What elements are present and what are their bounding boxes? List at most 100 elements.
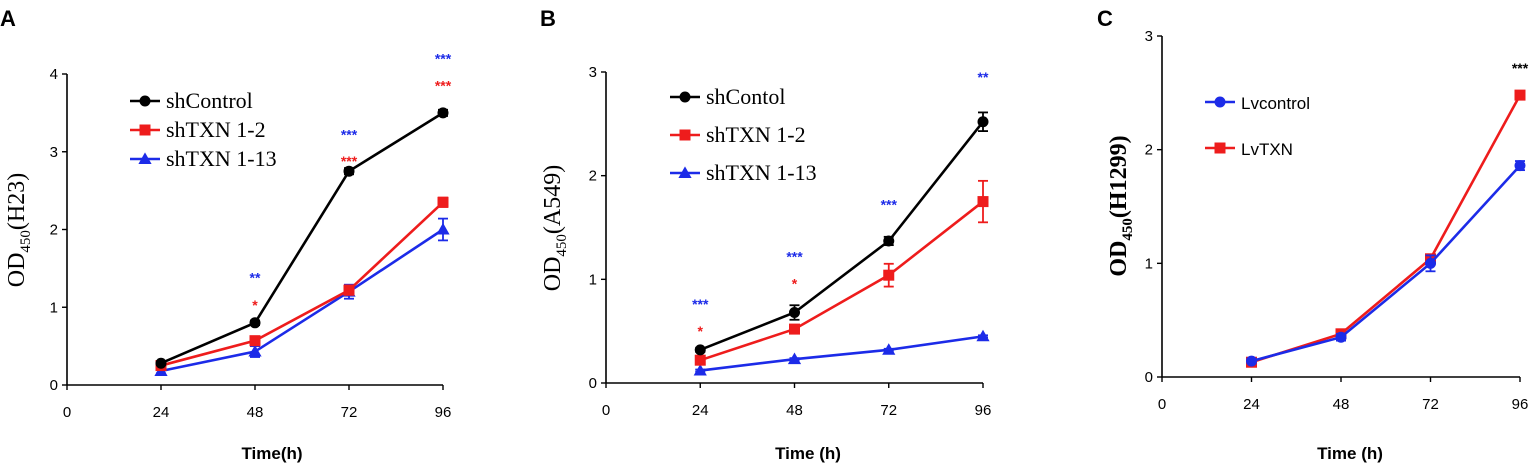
significance-marker: *** xyxy=(435,78,452,94)
series-shtxn-1-2 xyxy=(155,196,449,372)
legend-item: shTXN 1-13 xyxy=(130,146,277,171)
significance-marker: * xyxy=(698,323,704,339)
significance-marker: * xyxy=(792,275,798,291)
y-tick-label: 1 xyxy=(1145,255,1153,272)
legend-marker xyxy=(1214,142,1226,154)
data-point xyxy=(693,363,707,376)
data-point xyxy=(694,354,706,366)
x-tick-label: 72 xyxy=(341,404,358,421)
legend-label: shTXN 1-13 xyxy=(706,160,817,185)
x-axis-label: Time(h) xyxy=(241,444,302,463)
significance-marker: *** xyxy=(692,296,709,312)
series-shtxn-1-13 xyxy=(154,217,450,376)
panel-letter-b: B xyxy=(540,6,556,31)
data-point xyxy=(694,344,706,356)
data-point xyxy=(883,235,895,247)
x-tick-label: 96 xyxy=(435,404,452,421)
significance-marker: *** xyxy=(341,153,358,169)
legend-marker xyxy=(138,152,152,164)
data-point xyxy=(155,357,167,369)
data-point xyxy=(437,196,449,208)
legend-label: shContol xyxy=(706,84,785,109)
legend: shControl shTXN 1-2 shTXN 1-13 xyxy=(130,88,277,171)
legend-marker xyxy=(679,91,691,103)
data-point xyxy=(883,269,895,281)
series-shtxn-1-13 xyxy=(693,329,990,376)
significance-marker: *** xyxy=(786,249,803,265)
x-tick-label: 48 xyxy=(247,404,264,421)
legend-marker xyxy=(1214,96,1226,108)
significance-marker: *** xyxy=(435,50,452,66)
y-axis-label: OD450(H23) xyxy=(4,173,34,288)
legend-item: LvTXN xyxy=(1205,140,1293,159)
series-line xyxy=(160,111,444,365)
y-axis-label: OD450(A549) xyxy=(540,165,570,292)
panel-letter-a: A xyxy=(0,6,16,31)
legend-marker xyxy=(678,166,692,178)
y-axis-label-sub: 450 xyxy=(1120,218,1136,241)
legend-label: LvTXN xyxy=(1241,140,1293,159)
legend-item: shTXN 1-2 xyxy=(130,117,266,142)
legend-item: shTXN 1-2 xyxy=(670,122,806,147)
legend-item: shTXN 1-13 xyxy=(670,160,817,185)
legend: Lvcontrol LvTXN xyxy=(1205,94,1310,159)
panel-letter-c: C xyxy=(1097,6,1113,31)
panel-b: B 0 1 2 3 0 24 48 72 96 Time (h) OD450(A549) shCont… xyxy=(540,6,991,463)
legend-label: shTXN 1-2 xyxy=(706,122,806,147)
legend-item: shControl xyxy=(130,88,253,113)
x-tick-label: 0 xyxy=(602,402,610,419)
significance-marker: *** xyxy=(341,127,358,143)
x-tick-label: 48 xyxy=(786,402,803,419)
y-tick-label: 2 xyxy=(589,168,597,185)
y-axis-label-suffix: (A549) xyxy=(540,165,566,234)
data-point xyxy=(789,323,800,335)
data-point xyxy=(1514,89,1526,101)
y-tick-label: 0 xyxy=(589,375,597,392)
legend-marker xyxy=(679,129,691,141)
series-line xyxy=(1251,94,1522,364)
y-tick-label: 4 xyxy=(50,66,58,83)
x-tick-label: 24 xyxy=(692,402,709,419)
data-point xyxy=(1335,331,1347,343)
data-point xyxy=(1514,160,1526,172)
legend-label: shTXN 1-2 xyxy=(166,117,266,142)
significance-marker: ** xyxy=(250,270,261,286)
data-point xyxy=(787,352,802,365)
data-point xyxy=(249,335,261,347)
panel-c: C 0 1 2 3 0 24 48 72 96 Time (h) OD450(H1299) Lvcon… xyxy=(1097,6,1529,463)
y-tick-label: 2 xyxy=(50,222,58,239)
series-lvtxn xyxy=(1246,89,1526,368)
data-point xyxy=(977,196,989,208)
legend: shContol shTXN 1-2 shTXN 1-13 xyxy=(670,84,817,185)
data-point xyxy=(789,307,800,319)
legend-item: shContol xyxy=(670,84,785,109)
series-shtxn-1-2 xyxy=(694,179,989,366)
data-point xyxy=(1246,355,1257,367)
legend-label: shTXN 1-13 xyxy=(166,146,277,171)
y-axis-label-main: OD xyxy=(1106,241,1132,277)
data-point xyxy=(976,329,990,342)
panel-a: A 0 1 2 3 4 0 24 48 72 96 Time(h) OD450(H23) shContr… xyxy=(0,6,452,463)
series-line xyxy=(700,335,984,372)
x-tick-label: 0 xyxy=(63,404,71,421)
y-axis-label-suffix: (H23) xyxy=(4,173,30,230)
y-axis-label-main: OD xyxy=(4,253,30,288)
data-point xyxy=(882,343,896,355)
series-line xyxy=(1251,164,1521,363)
x-tick-label: 72 xyxy=(880,402,897,419)
data-point xyxy=(249,317,261,329)
legend-label: shControl xyxy=(166,88,253,113)
series-lvcontrol xyxy=(1246,160,1526,367)
legend-marker xyxy=(139,124,151,136)
significance-marker: *** xyxy=(1512,60,1529,76)
data-point xyxy=(343,284,355,296)
data-point xyxy=(977,116,989,128)
y-tick-label: 2 xyxy=(1145,142,1153,159)
x-tick-label: 48 xyxy=(1333,396,1350,413)
x-tick-label: 96 xyxy=(1512,396,1529,413)
y-tick-label: 1 xyxy=(589,271,597,288)
x-axis-label: Time (h) xyxy=(775,444,841,463)
data-point xyxy=(248,344,262,357)
y-axis-label-sub: 450 xyxy=(554,234,570,257)
